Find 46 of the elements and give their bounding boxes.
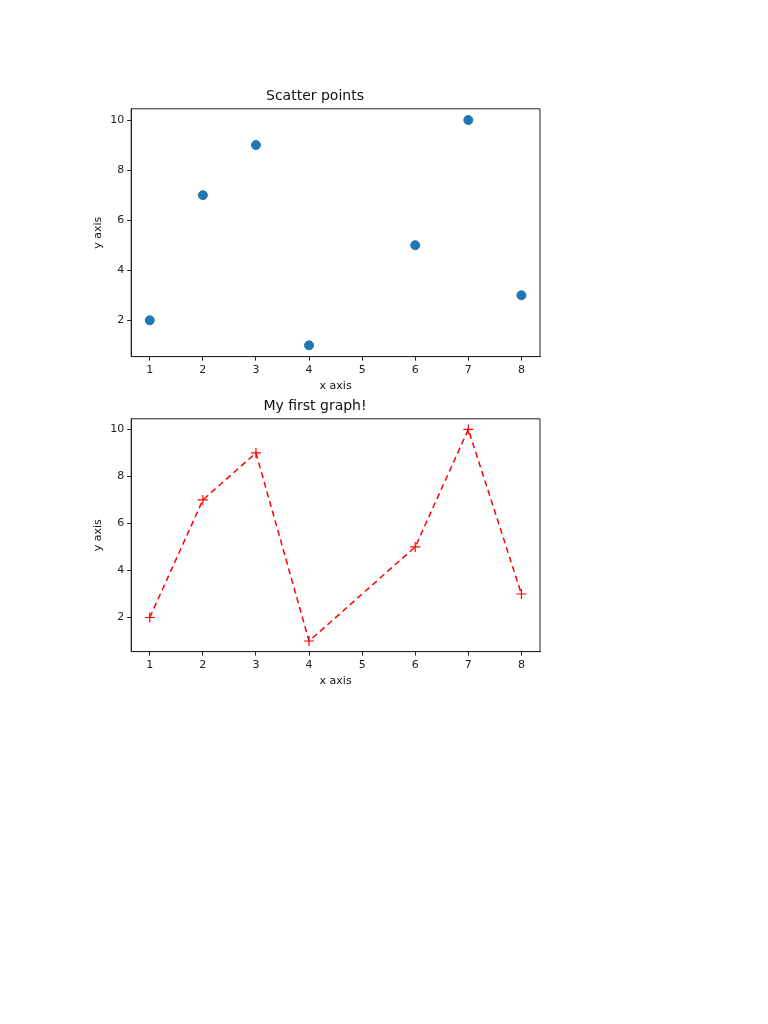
x-axis-title: x axis	[319, 674, 352, 688]
x-tick-label: 1	[146, 363, 154, 377]
y-tick-label: 2	[117, 313, 125, 327]
x-tick-label: 2	[199, 658, 207, 672]
point	[516, 290, 527, 301]
x-tick-label: 3	[252, 363, 260, 377]
point	[515, 588, 528, 600]
y-axis-title: y axis	[91, 518, 105, 552]
x-tick-label: 5	[358, 363, 366, 377]
x-tick-label: 4	[305, 658, 313, 672]
y-tick-label: 6	[117, 516, 125, 530]
y-tick-label: 4	[117, 263, 125, 277]
x-tick-label: 8	[517, 658, 525, 672]
x-tick-label: 8	[517, 363, 525, 377]
y-tick-label: 8	[117, 469, 125, 483]
y-tick-label: 6	[117, 213, 125, 227]
point	[250, 447, 262, 459]
point	[197, 190, 208, 201]
x-tick-label: 1	[146, 658, 154, 672]
point	[303, 635, 315, 647]
x-tick-label: 4	[305, 363, 313, 377]
x-tick-label: 6	[411, 658, 419, 672]
point	[409, 541, 421, 553]
y-tick-label: 2	[117, 610, 125, 624]
chart-title: Scatter points	[266, 87, 364, 104]
x-tick-label: 6	[411, 363, 419, 377]
x-tick-label: 2	[199, 363, 207, 377]
point	[463, 115, 474, 126]
x-axis-title: x axis	[319, 379, 352, 393]
point	[304, 340, 315, 351]
y-tick-label: 10	[110, 422, 125, 436]
y-tick-label: 4	[117, 563, 125, 577]
y-tick-label: 10	[110, 112, 125, 126]
point	[410, 240, 421, 251]
x-tick-label: 3	[252, 658, 260, 672]
point	[144, 315, 155, 326]
y-tick-label: 8	[117, 162, 125, 176]
chart-title: My first graph!	[263, 397, 367, 414]
point	[144, 611, 156, 624]
point	[197, 494, 209, 506]
x-tick-label: 7	[464, 363, 472, 377]
y-axis-title: y axis	[91, 216, 105, 249]
x-tick-label: 5	[358, 658, 366, 672]
x-tick-label: 7	[464, 658, 472, 672]
point	[462, 423, 474, 435]
point	[250, 140, 261, 151]
